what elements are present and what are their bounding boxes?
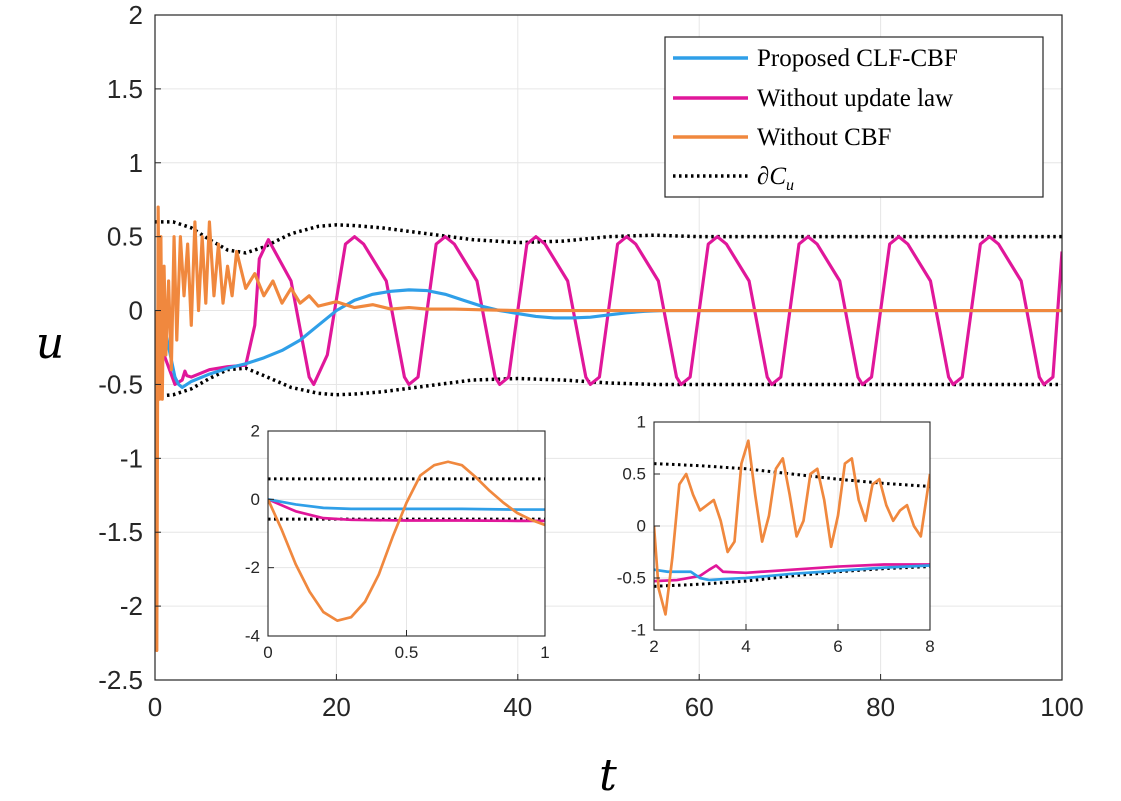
legend-label-no-cbf: Without CBF (757, 124, 891, 151)
main-ytick-label-2: 1 (129, 148, 143, 178)
main-ytick-label-5: -0.5 (98, 369, 143, 399)
main-series-group (155, 205, 1062, 653)
inset-1-ytick-label-3: -0.5 (617, 569, 646, 588)
inset-0-series-proposed-clf-cbf (268, 498, 545, 511)
inset-left-ticks: 0 0.5 1 2 0 -2 -4 (245, 422, 550, 663)
inset-right-series-group (654, 439, 930, 616)
main-xtick-label-5: 100 (1040, 692, 1083, 722)
main-series-c-u-upper (155, 220, 1062, 255)
inset-0-series-without-update-law (268, 498, 545, 523)
legend: Proposed CLF-CBF Without update law With… (664, 36, 1044, 198)
y-axis-label: u (36, 318, 64, 369)
main-series-without-update-law (155, 235, 1062, 387)
main-ytick-label-4: 0 (129, 296, 143, 326)
main-ytick-label-6: -1 (120, 443, 143, 473)
main-ytick-label-7: -1.5 (98, 517, 143, 547)
legend-label-boundary-sub: u (786, 177, 794, 194)
main-xtick-label-4: 80 (866, 692, 895, 722)
main-series-c-u-lower (155, 366, 1062, 399)
inset-1-xtick-label-1: 4 (741, 637, 750, 656)
inset-left-series-group (268, 460, 545, 622)
legend-label-boundary: ∂Cu (757, 163, 794, 194)
main-plot-frame (154, 14, 1063, 681)
inset-0-ytick-label-2: -2 (245, 558, 260, 577)
inset-0-xtick-label-0: 0 (263, 643, 272, 662)
x-axis-label: t (599, 750, 617, 801)
main-series-without-cbf (155, 205, 1062, 653)
main-ytick-label-3: 0.5 (107, 222, 143, 252)
legend-box (664, 36, 1044, 198)
main-xtick-label-0: 0 (148, 692, 162, 722)
inset-0-ytick-label-1: 0 (251, 490, 260, 509)
inset-1-xtick-label-0: 2 (649, 637, 658, 656)
inset-1-series-c-u-lower (654, 565, 930, 588)
inset-0-xtick-label-1: 0.5 (395, 643, 419, 662)
inset-1-series-proposed-clf-cbf (654, 564, 930, 582)
inset-plot-right: 2 4 6 8 1 0.5 0 -0.5 -1 (617, 413, 935, 657)
inset-1-series-without-cbf (654, 439, 930, 616)
main-ytick-label-8: -2 (120, 591, 143, 621)
inset-1-ytick-label-0: 1 (637, 413, 646, 432)
main-ytick-label-0: 2 (129, 0, 143, 30)
main-xtick-label-1: 20 (322, 692, 351, 722)
inset-1-xtick-label-2: 6 (833, 637, 842, 656)
inset-1-series-without-update-law (654, 563, 930, 583)
legend-label-no-update: Without update law (757, 85, 953, 112)
inset-1-ytick-label-1: 0.5 (622, 465, 646, 484)
main-xtick-label-3: 60 (685, 692, 714, 722)
inset-0-ytick-label-0: 2 (251, 422, 260, 441)
legend-label-boundary-main: ∂C (757, 163, 786, 190)
main-ytick-label-1: 1.5 (107, 74, 143, 104)
main-xtick-label-2: 40 (503, 692, 532, 722)
inset-1-ytick-label-2: 0 (637, 517, 646, 536)
inset-1-series-c-u-upper (654, 462, 930, 488)
inset-0-ytick-label-3: -4 (245, 627, 260, 646)
inset-0-series-without-cbf (268, 460, 545, 622)
inset-1-ytick-label-4: -1 (631, 621, 646, 640)
inset-1-xtick-label-3: 8 (925, 637, 934, 656)
main-ytick-label-9: -2.5 (98, 665, 143, 695)
inset-right-ticks: 2 4 6 8 1 0.5 0 -0.5 -1 (617, 413, 935, 657)
inset-plot-left: 0 0.5 1 2 0 -2 -4 (245, 422, 550, 663)
legend-label-proposed: Proposed CLF-CBF (757, 45, 958, 72)
inset-0-xtick-label-2: 1 (540, 643, 549, 662)
